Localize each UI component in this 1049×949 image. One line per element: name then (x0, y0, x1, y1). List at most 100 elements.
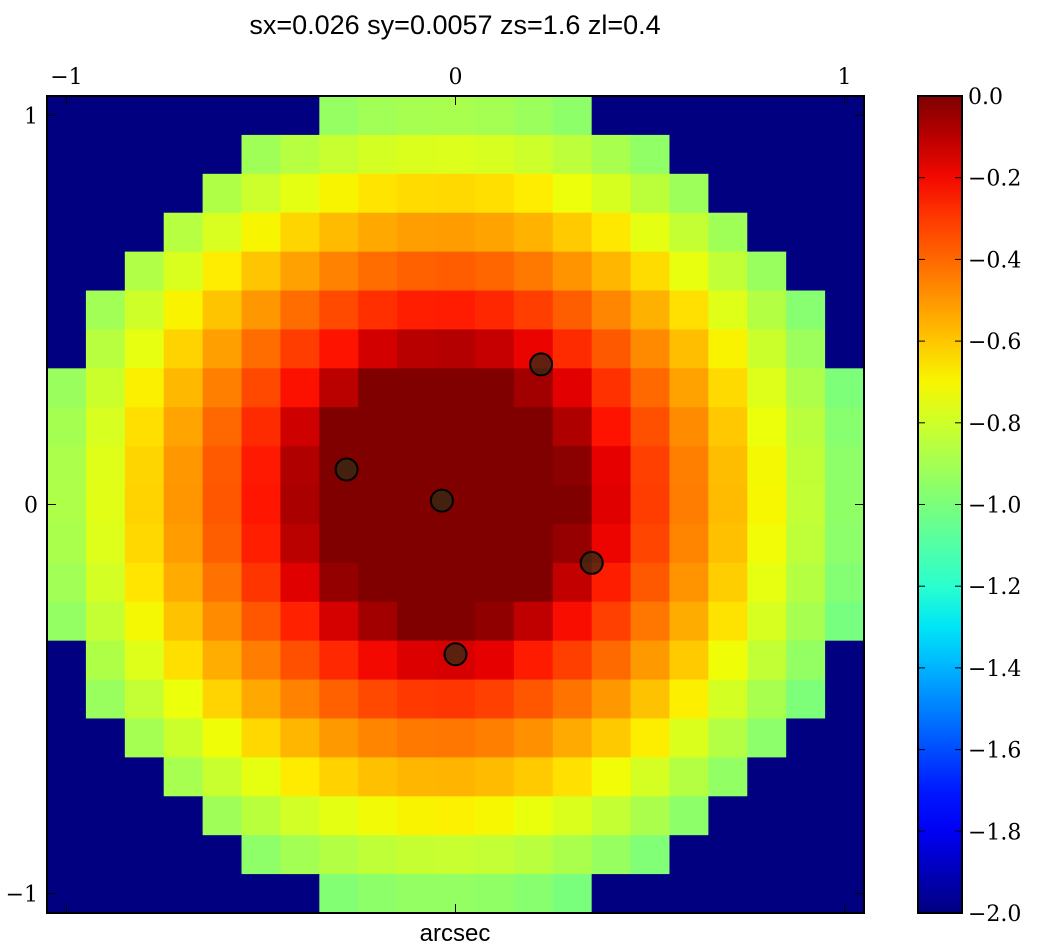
heatmap-cell (358, 835, 398, 875)
heatmap-cell (747, 640, 787, 681)
heatmap-cell (124, 251, 165, 292)
heatmap-cell (630, 96, 671, 136)
heatmap-cell (280, 718, 320, 758)
heatmap-cell (786, 251, 826, 292)
heatmap-cell (47, 212, 87, 253)
heatmap-cell (47, 601, 87, 642)
heatmap-cell (436, 523, 476, 564)
heatmap-cell (163, 212, 204, 253)
heatmap-cell (747, 173, 787, 214)
heatmap-cell (397, 96, 437, 136)
heatmap-cell (280, 446, 320, 486)
heatmap-cell (358, 290, 398, 331)
heatmap-cell (397, 562, 437, 603)
heatmap-cell (280, 134, 320, 175)
heatmap-cell (786, 679, 826, 720)
heatmap-cell (319, 329, 359, 369)
heatmap-cell (436, 757, 476, 797)
heatmap-cell (319, 212, 359, 253)
heatmap-cell (474, 757, 515, 797)
heatmap-cell (47, 329, 87, 369)
top-tick-label: 1 (838, 65, 852, 90)
heatmap-cell (786, 523, 826, 564)
heatmap-cell (786, 407, 826, 447)
heatmap-cell (474, 368, 515, 408)
heatmap-cell (280, 601, 320, 642)
heatmap-cell (669, 485, 709, 525)
heatmap-cell (47, 523, 87, 564)
heatmap-cell (591, 329, 632, 369)
heatmap-cell (474, 718, 515, 758)
heatmap-cell (591, 757, 632, 797)
heatmap-cell (786, 640, 826, 681)
heatmap-cell (552, 134, 593, 175)
y-tick-label: 0 (24, 494, 38, 519)
heatmap-cell (163, 718, 204, 758)
heatmap-cell (474, 407, 515, 447)
heatmap-cell (319, 251, 359, 292)
heatmap-cell (669, 757, 709, 797)
heatmap-cell (319, 640, 359, 681)
heatmap-cell (241, 562, 282, 603)
heatmap-cell (825, 173, 865, 214)
heatmap-cell (474, 134, 515, 175)
heatmap-cell (85, 718, 126, 758)
heatmap-cell (591, 718, 632, 758)
heatmap-cell (85, 134, 126, 175)
heatmap-cell (474, 329, 515, 369)
heatmap-cell (513, 796, 554, 836)
colorbar-tick-label: −1.8 (968, 820, 1021, 845)
heatmap-cell (786, 874, 826, 914)
heatmap-cell (708, 835, 748, 875)
heatmap-cell (747, 329, 787, 369)
heatmap-cell (397, 757, 437, 797)
heatmap-cell (786, 757, 826, 797)
heatmap-cell (397, 485, 437, 525)
heatmap-cell (591, 679, 632, 720)
colorbar-tick-label: −1.4 (968, 657, 1021, 682)
heatmap-cell (397, 368, 437, 408)
heatmap-cell (552, 212, 593, 253)
heatmap-cell (163, 601, 204, 642)
heatmap-cell (669, 329, 709, 369)
heatmap-cell (163, 485, 204, 525)
heatmap-cell (241, 290, 282, 331)
heatmap-cell (747, 446, 787, 486)
heatmap-cell (630, 407, 671, 447)
heatmap-cell (397, 290, 437, 331)
heatmap-cell (397, 640, 437, 681)
heatmap-cell (241, 212, 282, 253)
heatmap-cell (124, 134, 165, 175)
heatmap-cell (436, 718, 476, 758)
heatmap-cell (708, 368, 748, 408)
heatmap-cell (241, 679, 282, 720)
heatmap-cell (747, 523, 787, 564)
heatmap-cell (85, 446, 126, 486)
heatmap-cell (825, 796, 865, 836)
heatmap-cell (552, 329, 593, 369)
heatmap-cell (47, 290, 87, 331)
heatmap-cell (591, 173, 632, 214)
heatmap-cell (669, 290, 709, 331)
heatmap-cell (358, 601, 398, 642)
heatmap-cell (513, 251, 554, 292)
heatmap-cell (474, 874, 515, 914)
heatmap-cell (280, 796, 320, 836)
heatmap-cell (397, 134, 437, 175)
heatmap-cell (124, 329, 165, 369)
heatmap-cell (85, 835, 126, 875)
heatmap-cell (825, 835, 865, 875)
heatmap-cell (513, 757, 554, 797)
heatmap-cell (47, 173, 87, 214)
heatmap-cell (513, 562, 554, 603)
heatmap-cell (630, 446, 671, 486)
heatmap-cell (241, 874, 282, 914)
heatmap-cell (436, 601, 476, 642)
heatmap-cell (474, 251, 515, 292)
heatmap-cell (474, 796, 515, 836)
heatmap-cell (747, 251, 787, 292)
heatmap-cell (708, 173, 748, 214)
heatmap-cell (708, 874, 748, 914)
heatmap-cell (591, 874, 632, 914)
colorbar-fill (918, 96, 962, 913)
